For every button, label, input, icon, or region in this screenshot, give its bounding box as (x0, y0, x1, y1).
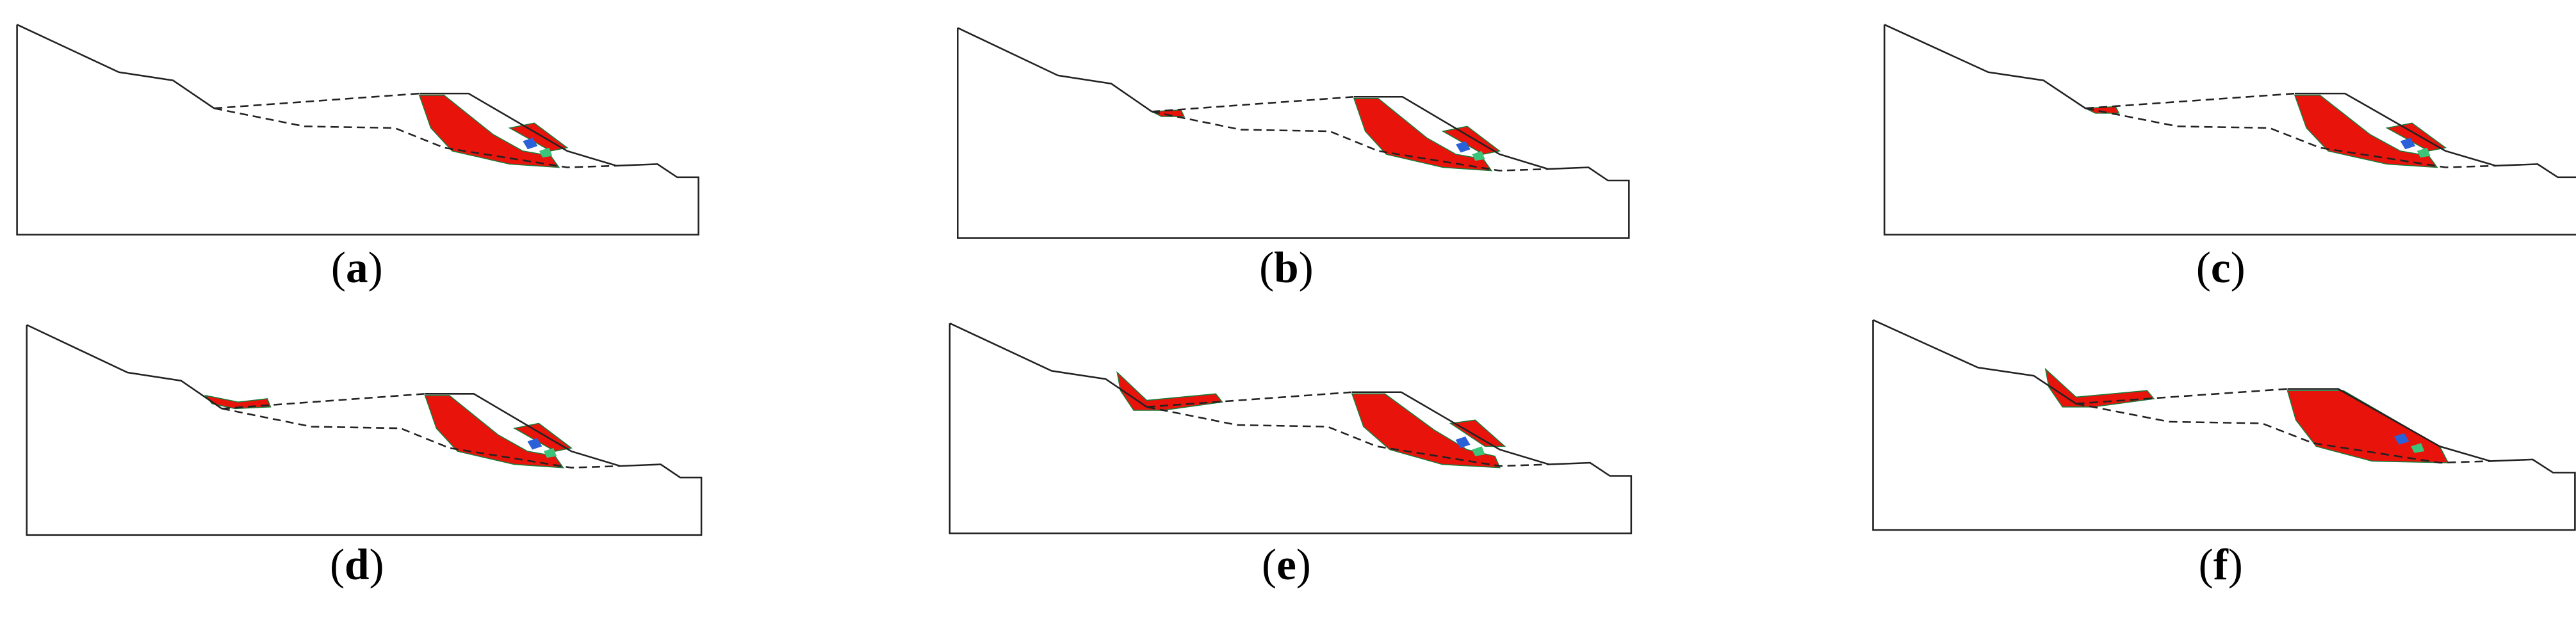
label-part: ( (2196, 243, 2211, 292)
slip-surface (222, 393, 425, 410)
failure-zone (204, 394, 272, 410)
label-part: ( (2199, 540, 2213, 589)
label-part: d (345, 540, 370, 589)
slip-surface (1146, 406, 1549, 467)
slip-surface (1152, 95, 1355, 113)
slope-panel (26, 324, 703, 536)
contour-patch (1472, 150, 1485, 161)
failure-zone (418, 94, 569, 168)
slope-outline (957, 27, 1630, 239)
contour-patch (2411, 443, 2425, 453)
label-part: ( (1262, 540, 1276, 589)
label-part: ) (2228, 540, 2243, 589)
failure-zone (424, 395, 573, 469)
panel-label: (d) (330, 540, 384, 589)
slip-surface (214, 92, 420, 109)
contour-patch (523, 138, 538, 150)
panel-label: (f) (2199, 540, 2243, 589)
label-part: ) (2231, 243, 2246, 292)
panel-label: (b) (1259, 243, 1314, 292)
contour-patch (2393, 433, 2409, 445)
contour-patch (1455, 436, 1471, 448)
panel-label: (c) (2196, 243, 2246, 292)
label-part: f (2213, 540, 2229, 589)
label-part: ) (1296, 540, 1311, 589)
slope-outline (26, 324, 703, 536)
contour-patch (527, 438, 542, 450)
label-part: c (2211, 243, 2231, 292)
slope-panel (1883, 24, 2576, 236)
contour-patch (2400, 138, 2416, 150)
contour-patch (539, 147, 553, 158)
contour-patch (1472, 446, 1485, 456)
label-part: a (346, 243, 368, 292)
label-part: b (1274, 243, 1299, 292)
slope-panel (1872, 319, 2576, 531)
slope-outline (1872, 319, 2576, 531)
contour-patch (543, 447, 557, 458)
slip-surface (214, 107, 617, 168)
slope-outline (1883, 24, 2576, 236)
failure-zone (1116, 371, 1223, 411)
label-part: e (1276, 540, 1296, 589)
label-part: ) (1299, 243, 1314, 292)
failure-zone (1351, 393, 1506, 469)
panel-label: (e) (1262, 540, 1311, 589)
label-part: ) (370, 540, 384, 589)
panel-label: (a) (331, 243, 383, 292)
slope-panel (957, 27, 1630, 239)
contour-patch (2417, 147, 2431, 158)
slip-surface (2076, 403, 2491, 464)
slip-surface (1146, 391, 1353, 408)
label-part: ( (331, 243, 346, 292)
slip-surface (222, 408, 621, 469)
failure-zone (2044, 367, 2155, 408)
contour-patch (1456, 141, 1471, 153)
failure-zone (1353, 98, 1501, 172)
failure-zone (2294, 94, 2447, 168)
slope-panel (949, 322, 1633, 534)
label-part: ( (1259, 243, 1274, 292)
slope-outline (16, 24, 699, 236)
slope-outline (949, 322, 1633, 534)
label-part: ) (368, 243, 383, 292)
slope-panel (16, 24, 699, 236)
label-part: ( (330, 540, 345, 589)
slip-surface (2076, 388, 2288, 405)
slip-surface (2085, 107, 2496, 168)
slip-surface (1152, 111, 1549, 172)
slip-surface (2085, 92, 2295, 109)
